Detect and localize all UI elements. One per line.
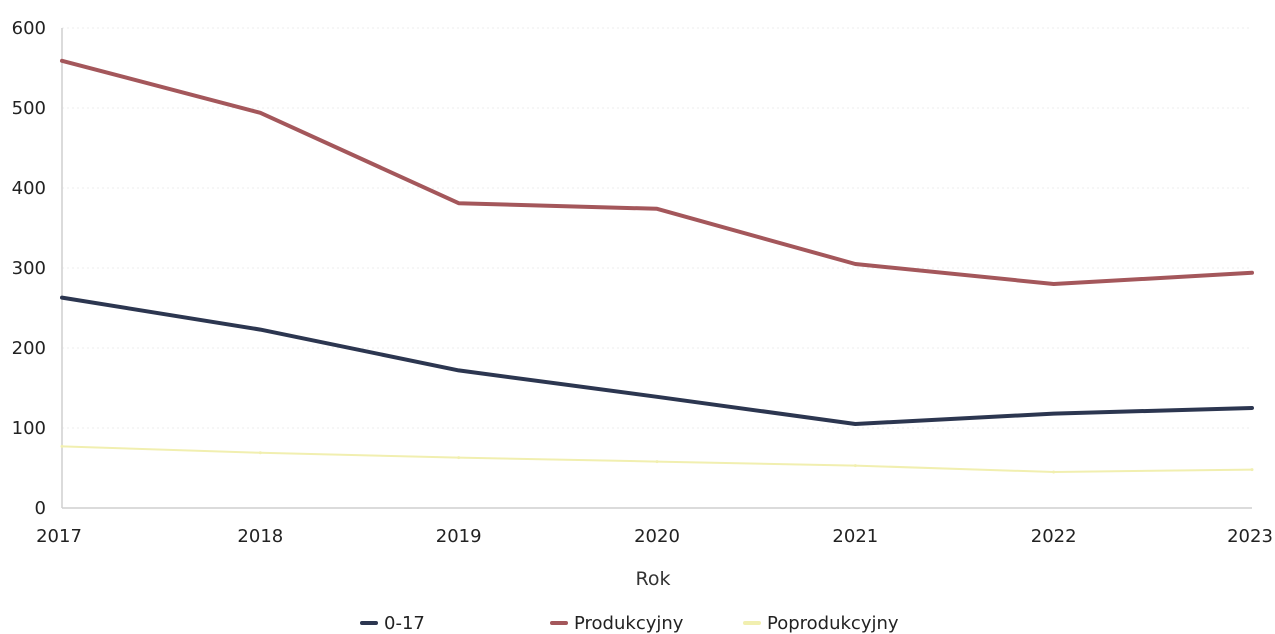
grid-layer [62, 27, 1252, 429]
data-point [655, 395, 659, 399]
data-point [853, 422, 857, 426]
legend-label: Produkcyjny [574, 613, 684, 634]
x-tick-label: 2019 [436, 526, 482, 547]
y-tick-label: 400 [12, 178, 46, 199]
data-point [1052, 412, 1056, 416]
series-line-0-17 [60, 295, 1254, 426]
x-tick-label: 2017 [36, 526, 82, 547]
data-point [853, 262, 857, 266]
label-layer: 0 100 200 300 400 500 600 2017 2018 2019 2020 2021 2… [12, 18, 1273, 547]
data-point [60, 59, 64, 63]
data-point [457, 456, 461, 460]
data-point [1250, 271, 1254, 275]
data-point [258, 451, 262, 455]
x-tick-label: 2023 [1227, 526, 1273, 547]
x-tick-label: 2020 [634, 526, 680, 547]
data-point [1052, 282, 1056, 286]
x-axis-title: Rok [636, 568, 671, 590]
data-point [60, 296, 64, 300]
data-point [60, 444, 64, 448]
axis-layer [61, 28, 1252, 509]
legend-item: Produkcyjny [550, 613, 684, 634]
legend-label: Poprodukcyjny [767, 613, 899, 634]
data-point [457, 201, 461, 205]
data-point [457, 368, 461, 372]
x-tick-label: 2018 [237, 526, 283, 547]
series-line-produkcyjny [60, 58, 1254, 286]
legend: 0-17 Produkcyjny Poprodukcyjny [360, 613, 899, 634]
data-point [258, 111, 262, 115]
y-tick-label: 600 [12, 18, 46, 39]
y-tick-label: 0 [35, 498, 46, 519]
y-tick-label: 200 [12, 338, 46, 359]
y-tick-label: 500 [12, 98, 46, 119]
series-line-poprodukcyjny [61, 445, 1253, 473]
data-point [258, 328, 262, 332]
data-point [655, 460, 659, 464]
data-point [1250, 468, 1254, 472]
y-tick-label: 300 [12, 258, 46, 279]
legend-label: 0-17 [384, 613, 425, 634]
legend-item: Poprodukcyjny [743, 613, 899, 634]
x-tick-label: 2022 [1031, 526, 1077, 547]
data-point [1250, 406, 1254, 410]
y-tick-label: 100 [12, 418, 46, 439]
series-layer [60, 58, 1254, 474]
legend-item: 0-17 [360, 613, 425, 634]
data-point [853, 464, 857, 468]
data-point [1052, 470, 1056, 474]
data-point [655, 207, 659, 211]
x-tick-label: 2021 [832, 526, 878, 547]
